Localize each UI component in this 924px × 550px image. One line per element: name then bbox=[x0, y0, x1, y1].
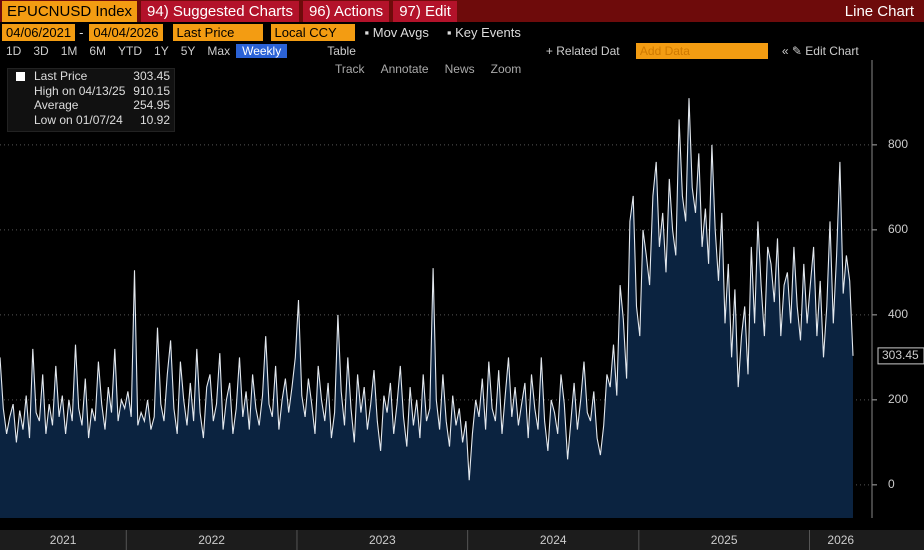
toggle[interactable]: ▪ Mov Avgs bbox=[364, 25, 429, 40]
legend-value: 910.15 bbox=[133, 83, 170, 98]
tool[interactable]: Annotate bbox=[380, 62, 429, 76]
legend-row: Low on 01/07/24 10.92 bbox=[8, 113, 174, 128]
legend: Last Price 303.45 High on 04/13/25 910.15 … bbox=[7, 68, 175, 132]
last-price-label: 303.45 bbox=[882, 348, 919, 362]
menu[interactable]: 94) Suggested Charts bbox=[141, 0, 299, 22]
legend-swatch bbox=[16, 72, 25, 81]
period-button[interactable]: YTD bbox=[118, 44, 143, 58]
dash: - bbox=[79, 25, 84, 40]
legend-value: 303.45 bbox=[133, 69, 170, 83]
y-tick-label: 400 bbox=[888, 307, 908, 321]
menu[interactable]: 97) Edit bbox=[393, 0, 457, 22]
legend-label: Last Price bbox=[34, 69, 88, 83]
view-name: Line Chart bbox=[844, 2, 914, 20]
related-data[interactable]: + Related Dat bbox=[545, 44, 620, 58]
legend-value: 254.95 bbox=[133, 98, 170, 112]
end-date[interactable]: 04/04/2026 bbox=[89, 24, 163, 41]
legend-row: Last Price 303.45 bbox=[8, 69, 174, 84]
last-price-tag bbox=[877, 347, 924, 365]
period-button[interactable]: 6M bbox=[89, 44, 107, 58]
x-tick-label: 2021 bbox=[50, 533, 77, 547]
line bbox=[0, 98, 854, 481]
periods: 1D 3D 1M 6M YTD 1Y 5Y Max bbox=[0, 44, 236, 58]
period-button[interactable]: Max bbox=[207, 44, 231, 58]
edit-label: Edit Chart bbox=[805, 44, 859, 58]
chart-tools: Track Annotate News Zoom bbox=[335, 62, 521, 76]
period-button[interactable]: 1M bbox=[60, 44, 78, 58]
toggle-label: Key Events bbox=[455, 25, 521, 40]
legend-label: Average bbox=[34, 98, 79, 112]
x-tick-label: 2026 bbox=[827, 533, 854, 547]
tool[interactable]: Track bbox=[335, 62, 365, 76]
x-tick-label: 2025 bbox=[711, 533, 738, 547]
title-bar: EPUCNUSD Index 94) Suggested Charts 96) … bbox=[0, 0, 924, 22]
table-button[interactable]: Table bbox=[327, 44, 356, 58]
frequency[interactable]: Weekly bbox=[236, 44, 288, 58]
legend-row: Average 254.95 bbox=[8, 98, 174, 113]
x-axis-strip bbox=[0, 530, 924, 550]
add-data[interactable]: Add Data bbox=[635, 43, 768, 59]
start-date[interactable]: 04/06/2021 bbox=[2, 24, 76, 41]
period-button[interactable]: 1D bbox=[6, 44, 22, 58]
currency-box[interactable]: Local CCY bbox=[270, 24, 355, 41]
legend-row: High on 04/13/25 910.15 bbox=[8, 84, 174, 99]
y-tick-label: 800 bbox=[888, 137, 908, 151]
field-box[interactable]: Last Price bbox=[172, 24, 263, 41]
legend-value: 10.92 bbox=[139, 112, 170, 127]
edit-chart[interactable]: « ✎ Edit Chart bbox=[781, 44, 859, 58]
chart: 0 200 400 600 800 303.45 2021 2022 2023 2024 2025 2… bbox=[0, 60, 924, 550]
menu[interactable]: 96) Actions bbox=[302, 0, 390, 22]
settings-bar: 04/06/2021 - 04/04/2026 Last Price Local… bbox=[0, 23, 924, 42]
y-tick-label: 0 bbox=[888, 477, 895, 491]
related-label: Related Dat bbox=[556, 44, 620, 58]
legend-label: High on 04/13/25 bbox=[34, 83, 126, 98]
area bbox=[0, 98, 853, 518]
toggle[interactable]: ▪ Key Events bbox=[446, 25, 521, 40]
y-tick-label: 200 bbox=[888, 392, 908, 406]
period-button[interactable]: 3D bbox=[33, 44, 49, 58]
toggle-label: Mov Avgs bbox=[372, 25, 429, 40]
ticker-box[interactable]: EPUCNUSD Index bbox=[2, 0, 138, 22]
tool[interactable]: News bbox=[444, 62, 475, 76]
x-tick-label: 2023 bbox=[369, 533, 396, 547]
y-tick-label: 600 bbox=[888, 222, 908, 236]
period-button[interactable]: 1Y bbox=[154, 44, 169, 58]
tool[interactable]: Zoom bbox=[490, 62, 522, 76]
x-tick-label: 2022 bbox=[198, 533, 225, 547]
x-tick-label: 2024 bbox=[540, 533, 567, 547]
legend-label: Low on 01/07/24 bbox=[34, 112, 123, 127]
period-bar: 1D 3D 1M 6M YTD 1Y 5Y Max Weekly Table + Relate… bbox=[0, 42, 924, 60]
period-button[interactable]: 5Y bbox=[180, 44, 196, 58]
